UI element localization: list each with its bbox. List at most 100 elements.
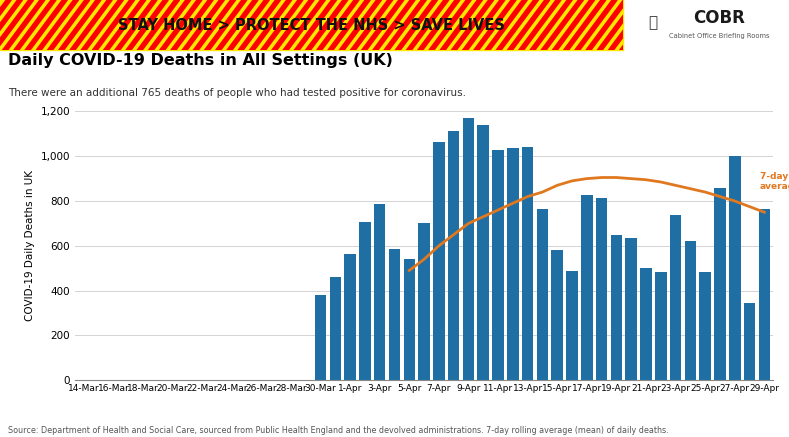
Polygon shape <box>339 0 381 50</box>
Y-axis label: COVID-19 Daily Deaths in UK: COVID-19 Daily Deaths in UK <box>25 170 35 321</box>
Polygon shape <box>271 0 314 50</box>
Polygon shape <box>429 0 471 50</box>
Polygon shape <box>586 0 628 50</box>
Text: Source: Department of Health and Social Care, sourced from Public Health England: Source: Department of Health and Social … <box>8 426 668 435</box>
Bar <box>359 222 371 380</box>
Polygon shape <box>642 0 684 50</box>
Polygon shape <box>328 0 370 50</box>
Polygon shape <box>316 0 359 50</box>
Polygon shape <box>541 0 583 50</box>
Polygon shape <box>619 0 662 50</box>
Bar <box>744 303 755 380</box>
Polygon shape <box>92 0 135 50</box>
Text: STAY HOME > PROTECT THE NHS > SAVE LIVES: STAY HOME > PROTECT THE NHS > SAVE LIVES <box>118 17 505 33</box>
Bar <box>418 223 430 380</box>
Polygon shape <box>417 0 460 50</box>
Bar <box>374 204 386 380</box>
Polygon shape <box>406 0 449 50</box>
Polygon shape <box>0 0 22 50</box>
Polygon shape <box>563 0 606 50</box>
Polygon shape <box>451 0 494 50</box>
Bar <box>552 250 563 380</box>
Bar <box>729 156 741 380</box>
Polygon shape <box>215 0 258 50</box>
Bar <box>522 147 533 380</box>
Bar <box>567 271 578 380</box>
Polygon shape <box>462 0 505 50</box>
Polygon shape <box>13 0 56 50</box>
Polygon shape <box>0 0 11 50</box>
Polygon shape <box>170 0 213 50</box>
Polygon shape <box>182 0 224 50</box>
Polygon shape <box>294 0 337 50</box>
Bar <box>685 241 696 380</box>
Polygon shape <box>47 0 90 50</box>
Bar <box>344 254 356 380</box>
Polygon shape <box>630 0 673 50</box>
Polygon shape <box>36 0 79 50</box>
Text: There were an additional 765 deaths of people who had tested positive for corona: There were an additional 765 deaths of p… <box>8 88 466 98</box>
Bar <box>655 271 667 380</box>
Polygon shape <box>361 0 404 50</box>
Bar <box>477 125 489 380</box>
Polygon shape <box>395 0 438 50</box>
Polygon shape <box>305 0 348 50</box>
Polygon shape <box>653 0 696 50</box>
Polygon shape <box>137 0 180 50</box>
Polygon shape <box>552 0 595 50</box>
Polygon shape <box>440 0 482 50</box>
Polygon shape <box>473 0 516 50</box>
Polygon shape <box>664 0 707 50</box>
Polygon shape <box>126 0 168 50</box>
Bar <box>714 187 726 380</box>
Polygon shape <box>518 0 561 50</box>
Polygon shape <box>675 0 718 50</box>
Polygon shape <box>81 0 123 50</box>
Bar <box>330 277 341 380</box>
Polygon shape <box>69 0 112 50</box>
Polygon shape <box>193 0 236 50</box>
Polygon shape <box>0 0 34 50</box>
Polygon shape <box>103 0 146 50</box>
Polygon shape <box>530 0 572 50</box>
Polygon shape <box>496 0 539 50</box>
Bar <box>403 260 415 380</box>
Text: Cabinet Office Briefing Rooms: Cabinet Office Briefing Rooms <box>669 33 769 39</box>
Bar <box>492 150 504 380</box>
Bar <box>462 118 474 380</box>
Bar <box>640 268 652 380</box>
Polygon shape <box>608 0 651 50</box>
Polygon shape <box>2 0 45 50</box>
Text: Daily COVID-19 Deaths in All Settings (UK): Daily COVID-19 Deaths in All Settings (U… <box>8 53 393 68</box>
Polygon shape <box>204 0 247 50</box>
Text: COBR: COBR <box>694 9 746 27</box>
Bar <box>581 195 593 380</box>
Polygon shape <box>283 0 325 50</box>
Polygon shape <box>260 0 303 50</box>
Polygon shape <box>574 0 617 50</box>
Polygon shape <box>597 0 640 50</box>
Bar <box>389 249 400 380</box>
Polygon shape <box>148 0 191 50</box>
Polygon shape <box>227 0 269 50</box>
Bar <box>611 235 623 380</box>
Bar <box>433 142 445 380</box>
Polygon shape <box>485 0 527 50</box>
Polygon shape <box>114 0 157 50</box>
Bar <box>507 149 518 380</box>
Polygon shape <box>58 0 101 50</box>
Polygon shape <box>159 0 202 50</box>
Bar <box>626 238 637 380</box>
Text: 👑: 👑 <box>649 15 658 30</box>
Polygon shape <box>25 0 67 50</box>
Bar <box>758 209 770 380</box>
Polygon shape <box>249 0 292 50</box>
Bar <box>670 215 682 380</box>
Polygon shape <box>507 0 550 50</box>
Bar <box>699 272 711 380</box>
Bar <box>596 198 608 380</box>
Polygon shape <box>372 0 415 50</box>
Bar <box>315 295 327 380</box>
Polygon shape <box>350 0 393 50</box>
Polygon shape <box>384 0 426 50</box>
